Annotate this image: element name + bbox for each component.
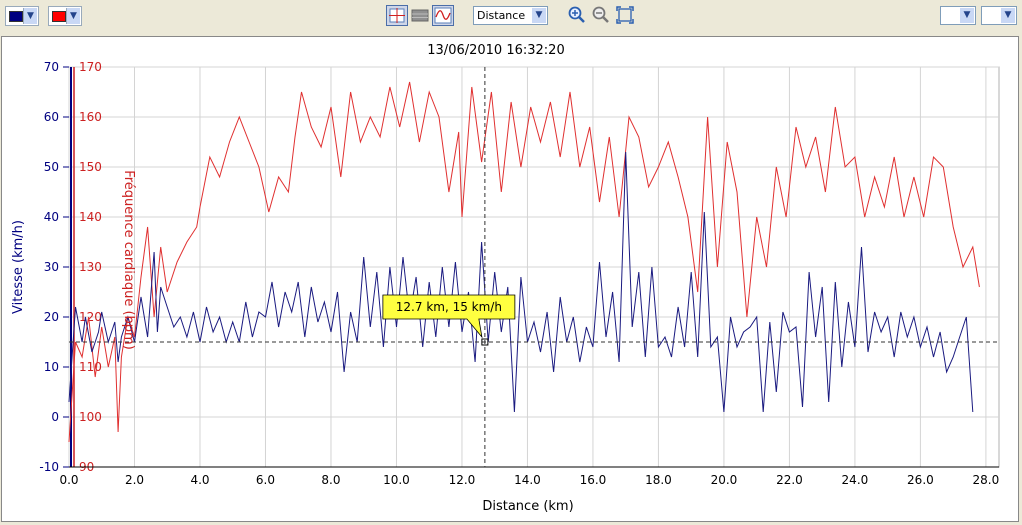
right-select-2[interactable]: ▼ xyxy=(981,6,1017,25)
speed-tick-label: 10 xyxy=(44,360,59,374)
x-tick-label: 28.0 xyxy=(973,473,1000,487)
grid xyxy=(68,66,999,468)
zoom-in-icon[interactable] xyxy=(567,5,589,26)
speed-tick-label: 50 xyxy=(44,160,59,174)
x-tick-label: 2.0 xyxy=(125,473,144,487)
zoom-fit-icon[interactable] xyxy=(615,5,637,26)
heart-rate-tick-label: 130 xyxy=(79,260,102,274)
chevron-down-icon[interactable]: ▼ xyxy=(1001,8,1015,23)
x-tick-label: 12.0 xyxy=(449,473,476,487)
cursor-layer: 12.7 km, 15 km/h xyxy=(69,67,999,467)
speed-color-swatch xyxy=(9,11,23,22)
x-tick-label: 0.0 xyxy=(59,473,78,487)
zoom-out-icon[interactable] xyxy=(591,5,613,26)
x-tick-label: 24.0 xyxy=(842,473,869,487)
right-select-1[interactable]: ▼ xyxy=(940,6,976,25)
chevron-down-icon[interactable]: ▼ xyxy=(66,8,80,24)
x-tick-label: 10.0 xyxy=(383,473,410,487)
heart-rate-tick-label: 160 xyxy=(79,110,102,124)
speed-tick-label: -10 xyxy=(39,460,59,474)
heart-rate-tick-label: 100 xyxy=(79,410,102,424)
speed-tick-label: 0 xyxy=(51,410,59,424)
heart-rate-color-swatch xyxy=(52,11,66,22)
chevron-down-icon[interactable]: ▼ xyxy=(960,8,974,23)
heart-rate-color-picker[interactable]: ▼ xyxy=(48,6,82,26)
crosshair-icon[interactable] xyxy=(386,5,408,26)
speed-tick-label: 20 xyxy=(44,310,59,324)
heart-rate-tick-label: 140 xyxy=(79,210,102,224)
cursor-marker[interactable] xyxy=(481,338,489,346)
speed-tick-label: 60 xyxy=(44,110,59,124)
speed-tick-label: 40 xyxy=(44,210,59,224)
x-tick-label: 20.0 xyxy=(711,473,738,487)
heart-rate-tick-label: 110 xyxy=(79,360,102,374)
x-tick-label: 22.0 xyxy=(776,473,803,487)
speed-series-line xyxy=(68,151,974,413)
heart-rate-series-line xyxy=(68,81,980,443)
toolbar: ▼ ▼ Distance ▼ ▼ xyxy=(0,0,1022,32)
heart-rate-tick-label: 150 xyxy=(79,160,102,174)
bars-icon[interactable] xyxy=(409,5,431,26)
chevron-down-icon[interactable]: ▼ xyxy=(23,8,37,24)
heart-rate-axis-label: Fréquence cardiaque (bpm) xyxy=(121,170,136,350)
x-tick-label: 16.0 xyxy=(580,473,607,487)
cursor-tooltip-text: 12.7 km, 15 km/h xyxy=(396,300,502,314)
x-tick-label: 6.0 xyxy=(256,473,275,487)
x-tick-label: 18.0 xyxy=(645,473,672,487)
chevron-down-icon[interactable]: ▼ xyxy=(532,8,546,23)
x-tick-label: 26.0 xyxy=(907,473,934,487)
wave-icon[interactable] xyxy=(432,5,454,26)
x-tick-label: 8.0 xyxy=(321,473,340,487)
x-tick-label: 4.0 xyxy=(190,473,209,487)
heart-rate-tick-label: 120 xyxy=(79,310,102,324)
heart-rate-tick-label: 170 xyxy=(79,60,102,74)
speed-axis-label: Vitesse (km/h) xyxy=(11,220,26,314)
x-axis-select[interactable]: Distance ▼ xyxy=(473,6,548,25)
x-axis-select-value: Distance xyxy=(477,9,526,22)
x-tick-label: 14.0 xyxy=(514,473,541,487)
x-axis-label: Distance (km) xyxy=(482,499,573,514)
ticks: 0.0 2.0 4.0 6.0 8.0 10.0 12.0 14.0 16.0 18.0 20.0 2… xyxy=(39,60,999,487)
cursor-tooltip xyxy=(382,294,516,339)
speed-color-picker[interactable]: ▼ xyxy=(5,6,39,26)
speed-tick-label: 30 xyxy=(44,260,59,274)
chart-title: 13/06/2010 16:32:20 xyxy=(427,43,564,58)
speed-tick-label: 70 xyxy=(44,60,59,74)
